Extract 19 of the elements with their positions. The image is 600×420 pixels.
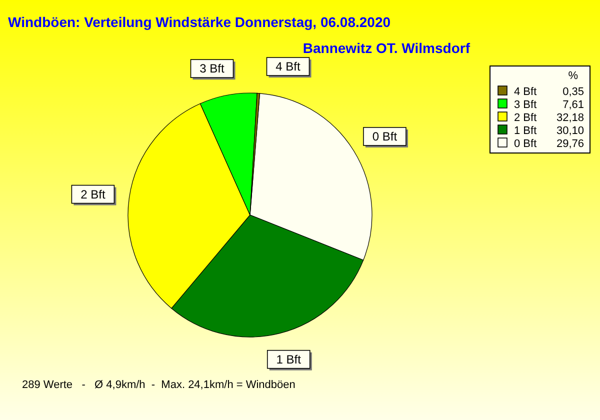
legend-label: 4 Bft (514, 86, 537, 98)
chart-title: Windböen: Verteilung Windstärke Donnerstag, 06.08.2020 (8, 14, 391, 30)
category-label: 4 Bft (276, 60, 300, 74)
chart-subtitle: Bannewitz OT. Wilmsdorf (302, 40, 470, 56)
legend-label: 0 Bft (514, 138, 537, 150)
data-label: 7,61 (562, 99, 584, 111)
slice-label: 3 Bft (200, 62, 225, 76)
text: 289 Werte - Ø 4,9km/h - Max. 24,1km/h = Windböen (22, 379, 296, 391)
data-label: 32,18 (556, 112, 584, 124)
legend-title: % (568, 70, 578, 82)
data-label: 30,10 (556, 125, 584, 137)
slice-label: 1 Bft (276, 352, 302, 366)
slice-label: 2 Bft (80, 187, 106, 202)
legend-label: 3 Bft (514, 99, 537, 111)
data-label: 0,35 (562, 86, 584, 98)
legend-label: 1 Bft (514, 125, 537, 137)
legend-label: 2 Bft (514, 112, 537, 124)
data-label: 29,76 (556, 138, 584, 150)
slice-label: 0 Bft (372, 129, 398, 144)
